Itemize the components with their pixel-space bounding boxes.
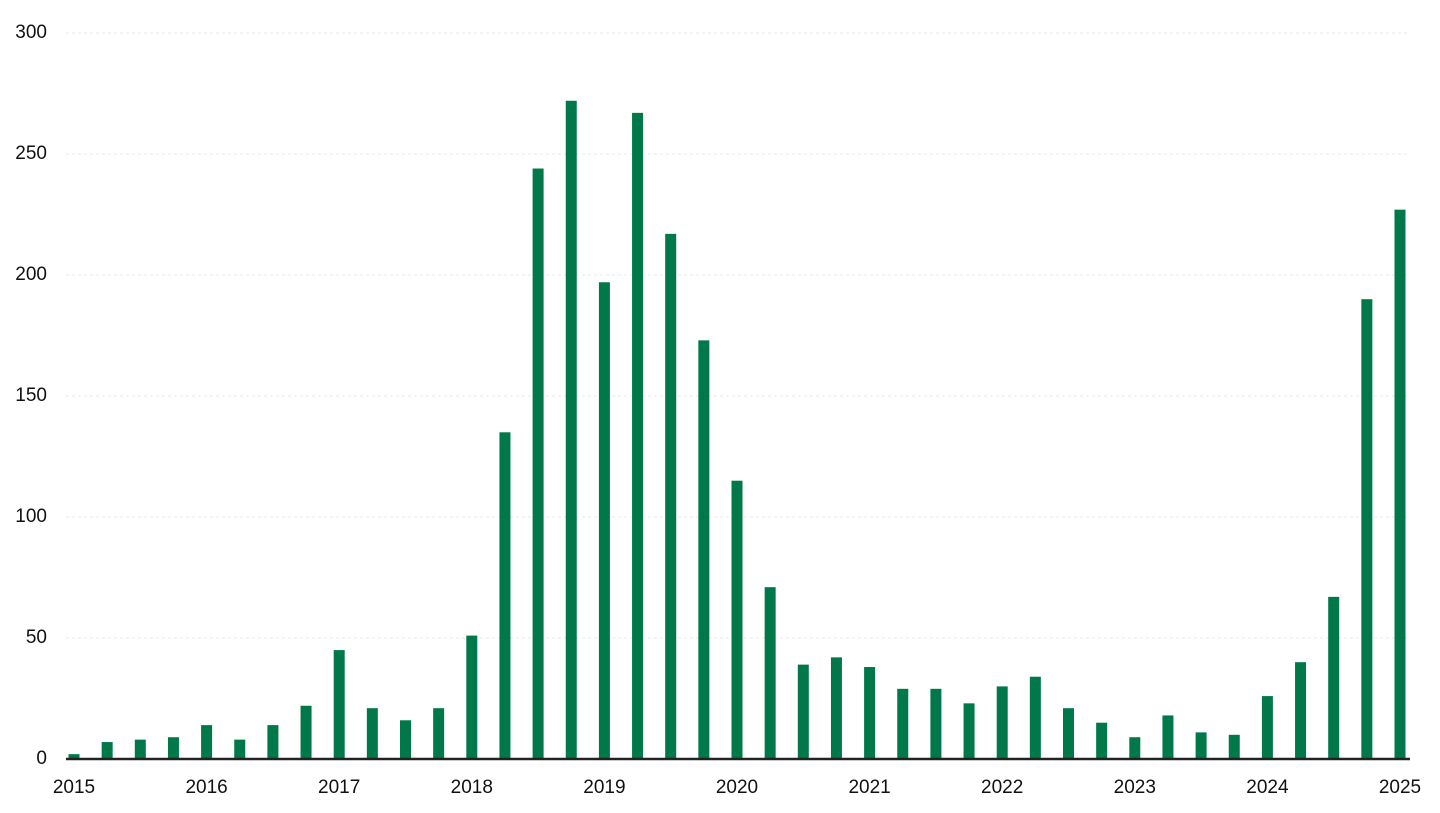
bar xyxy=(466,635,478,759)
bar xyxy=(963,703,975,759)
y-tick-label: 50 xyxy=(26,627,47,648)
bar xyxy=(532,168,544,759)
bar xyxy=(598,282,610,759)
x-tick-label: 2022 xyxy=(981,777,1023,798)
x-tick-label: 2015 xyxy=(53,777,95,798)
bar xyxy=(632,112,644,760)
bar xyxy=(698,340,710,759)
bar xyxy=(665,233,677,760)
bar xyxy=(897,688,909,759)
bar xyxy=(167,737,179,759)
bar xyxy=(565,100,577,759)
y-tick-label: 300 xyxy=(15,22,47,43)
bar xyxy=(499,432,511,759)
y-tick-label: 200 xyxy=(15,264,47,285)
x-tick-label: 2025 xyxy=(1379,777,1421,798)
bar xyxy=(731,480,743,759)
bar xyxy=(201,725,213,759)
bar xyxy=(1029,676,1041,759)
bar xyxy=(1328,596,1340,759)
bar xyxy=(1228,734,1240,759)
bar xyxy=(1195,732,1207,759)
bar xyxy=(1129,737,1141,759)
bar xyxy=(300,705,312,759)
bar xyxy=(333,650,345,759)
bar xyxy=(864,667,876,759)
bar xyxy=(930,688,942,759)
bar xyxy=(797,664,809,759)
x-tick-label: 2020 xyxy=(716,777,758,798)
bar xyxy=(267,725,279,759)
y-tick-label: 0 xyxy=(36,748,47,769)
bar xyxy=(366,708,378,759)
x-tick-label: 2019 xyxy=(583,777,625,798)
bar xyxy=(1162,715,1174,759)
bar xyxy=(830,657,842,759)
y-tick-label: 100 xyxy=(15,506,47,527)
x-tick-label: 2017 xyxy=(318,777,360,798)
bar xyxy=(1063,708,1074,759)
bar xyxy=(234,739,246,759)
bar xyxy=(400,720,411,759)
bar xyxy=(996,686,1008,759)
bar xyxy=(134,739,146,759)
x-tick-label: 2016 xyxy=(185,777,227,798)
y-tick-label: 250 xyxy=(15,143,47,164)
bar xyxy=(1295,662,1307,759)
x-tick-label: 2018 xyxy=(451,777,493,798)
bar xyxy=(764,587,776,759)
bar xyxy=(1361,299,1373,759)
bar xyxy=(68,754,80,759)
bar xyxy=(101,742,113,759)
bar xyxy=(1261,696,1273,759)
x-tick-label: 2023 xyxy=(1114,777,1156,798)
y-tick-label: 150 xyxy=(15,385,47,406)
x-tick-label: 2021 xyxy=(848,777,890,798)
x-tick-label: 2024 xyxy=(1246,777,1289,798)
bar xyxy=(1096,722,1108,759)
bar xyxy=(1394,209,1406,759)
bar xyxy=(433,708,445,759)
